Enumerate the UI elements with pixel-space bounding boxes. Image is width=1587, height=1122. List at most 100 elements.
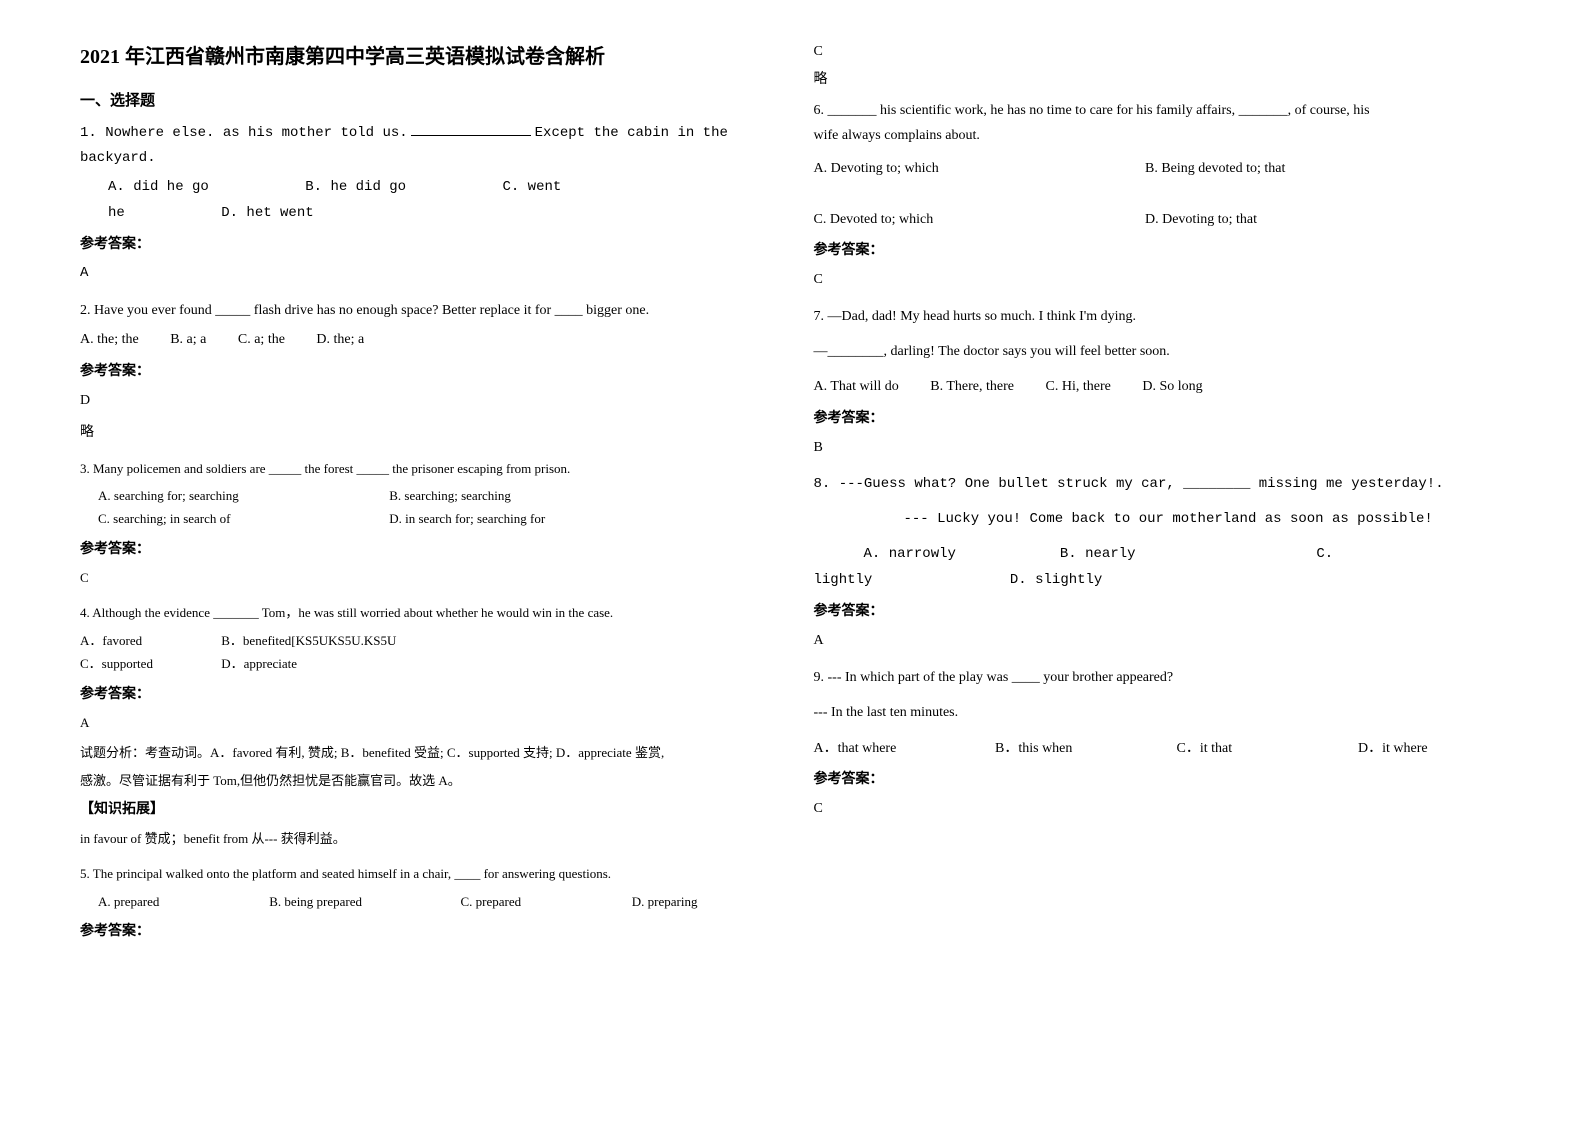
q4-analysis-1: 试题分析：考查动词。A．favored 有利, 赞成; B．benefited …: [80, 742, 774, 764]
q9-text-b: --- In the last ten minutes.: [814, 700, 1508, 725]
q7-answer: B: [814, 435, 1508, 460]
q3-opt-d: D. in search for; searching for: [389, 507, 545, 530]
q8-opt-d: D. slightly: [1010, 568, 1102, 593]
q9-opt-c: C．it that: [1177, 736, 1327, 761]
question-6: 6. _______ his scientific work, he has n…: [814, 98, 1508, 292]
q3-options: A. searching for; searching B. searching…: [98, 484, 774, 531]
q1-text-c: backyard.: [80, 146, 774, 171]
q8-text-a: 8. ---Guess what? One bullet struck my c…: [814, 472, 1508, 497]
q7-opt-c: C. Hi, there: [1046, 374, 1111, 399]
question-8: 8. ---Guess what? One bullet struck my c…: [814, 472, 1508, 653]
q5-answer-label: 参考答案：: [80, 919, 774, 944]
q5-opt-b: B. being prepared: [269, 890, 429, 913]
q6-answer-label: 参考答案：: [814, 238, 1508, 263]
q2-answer: D: [80, 388, 774, 413]
q7-text-b: —________, darling! The doctor says you …: [814, 339, 1508, 364]
question-9: 9. --- In which part of the play was ___…: [814, 665, 1508, 821]
question-4: 4. Although the evidence _______ Tom，he …: [80, 601, 774, 850]
q7-opt-d: D. So long: [1142, 374, 1202, 399]
q8-opt-c: C.: [1316, 542, 1333, 567]
q2-opt-b: B. a; a: [170, 327, 206, 352]
q2-opt-c: C. a; the: [238, 327, 285, 352]
q8-opt-b: B. nearly: [1060, 542, 1280, 567]
q8-lightly: lightly: [814, 568, 974, 593]
q2-options: A. the; the B. a; a C. a; the D. the; a: [80, 327, 774, 352]
q1-answer-label: 参考答案：: [80, 232, 774, 257]
question-1: 1. Nowhere else. as his mother told us. …: [80, 120, 774, 286]
q2-text: 2. Have you ever found _____ flash drive…: [80, 298, 774, 323]
q9-opt-d: D．it where: [1358, 736, 1428, 761]
q3-opt-b: B. searching; searching: [389, 484, 511, 507]
q9-answer-label: 参考答案：: [814, 767, 1508, 792]
q2-answer-label: 参考答案：: [80, 359, 774, 384]
page-title: 2021 年江西省赣州市南康第四中学高三英语模拟试卷含解析: [80, 40, 774, 69]
question-7: 7. —Dad, dad! My head hurts so much. I t…: [814, 304, 1508, 460]
q3-answer: C: [80, 566, 774, 589]
question-2: 2. Have you ever found _____ flash drive…: [80, 298, 774, 445]
q5-text: 5. The principal walked onto the platfor…: [80, 862, 774, 885]
q4-opt-b: B．benefited[KS5UKS5U.KS5U: [221, 629, 396, 652]
q5-opt-c: C. prepared: [461, 890, 601, 913]
q7-answer-label: 参考答案：: [814, 406, 1508, 431]
q3-answer-label: 参考答案：: [80, 537, 774, 562]
q8-options: A. narrowly B. nearly C. lightly D. slig…: [814, 542, 1508, 592]
q1-blank: [411, 122, 531, 136]
q4-analysis-2: 感激。尽管证据有利于 Tom,但他仍然担忧是否能赢官司。故选 A。: [80, 770, 774, 792]
q4-opt-c: C．supported: [80, 652, 190, 675]
q1-he: he: [108, 201, 125, 226]
q6-answer: C: [814, 267, 1508, 292]
q5-extra: 略: [814, 68, 1508, 92]
q2-opt-d: D. the; a: [316, 327, 364, 352]
q8-text-b: --- Lucky you! Come back to our motherla…: [814, 507, 1508, 532]
q8-answer: A: [814, 628, 1508, 653]
section-heading: 一、选择题: [80, 89, 774, 110]
q9-options: A．that where B．this when C．it that D．it …: [814, 736, 1508, 761]
left-column: 2021 年江西省赣州市南康第四中学高三英语模拟试卷含解析 一、选择题 1. N…: [60, 40, 794, 1082]
q3-opt-c: C. searching; in search of: [98, 507, 358, 530]
q1-opt-b: B. he did go: [305, 175, 406, 200]
q9-answer: C: [814, 796, 1508, 821]
q7-options: A. That will do B. There, there C. Hi, t…: [814, 374, 1508, 399]
q6-text-b: wife always complains about.: [814, 123, 1508, 148]
q1-text-a: 1. Nowhere else. as his mother told us.: [80, 125, 408, 141]
q3-opt-a: A. searching for; searching: [98, 484, 358, 507]
q4-opt-d: D．appreciate: [221, 652, 297, 675]
q8-opt-a: A. narrowly: [864, 542, 1024, 567]
q8-answer-label: 参考答案：: [814, 599, 1508, 624]
q6-opt-a: A. Devoting to; which: [814, 156, 1114, 181]
q4-ext-label: 【知识拓展】: [80, 798, 774, 822]
q6-opt-b: B. Being devoted to; that: [1145, 156, 1285, 181]
q1-opt-c: C. went: [502, 175, 561, 200]
q2-extra: 略: [80, 421, 774, 445]
q1-opt-a: A. did he go: [108, 175, 209, 200]
q5-opt-a: A. prepared: [98, 890, 238, 913]
q4-answer: A: [80, 711, 774, 734]
q2-opt-a: A. the; the: [80, 327, 139, 352]
question-5: 5. The principal walked onto the platfor…: [80, 862, 774, 944]
q5-opt-d: D. preparing: [632, 890, 698, 913]
q4-answer-label: 参考答案：: [80, 682, 774, 707]
q4-text: 4. Although the evidence _______ Tom，he …: [80, 601, 774, 624]
q5-options: A. prepared B. being prepared C. prepare…: [98, 890, 774, 913]
q5-answer: C: [814, 44, 1508, 60]
q1-options: A. did he go B. he did go C. went he D. …: [80, 175, 774, 225]
q1-answer: A: [80, 261, 774, 286]
q1-opt-d: D. het went: [221, 201, 313, 226]
q7-opt-b: B. There, there: [930, 374, 1014, 399]
q4-opt-a: A．favored: [80, 629, 190, 652]
question-3: 3. Many policemen and soldiers are _____…: [80, 457, 774, 590]
q9-text-a: 9. --- In which part of the play was ___…: [814, 665, 1508, 690]
q6-options: A. Devoting to; which B. Being devoted t…: [814, 156, 1508, 232]
q7-text-a: 7. —Dad, dad! My head hurts so much. I t…: [814, 304, 1508, 329]
q9-opt-b: B．this when: [995, 736, 1145, 761]
q6-text-a: 6. _______ his scientific work, he has n…: [814, 98, 1508, 123]
q4-options: A．favored B．benefited[KS5UKS5U.KS5U C．su…: [80, 629, 774, 676]
q9-opt-a: A．that where: [814, 736, 964, 761]
q6-opt-c: C. Devoted to; which: [814, 207, 1114, 232]
q1-text-b: Except the cabin in the: [535, 125, 728, 141]
q4-ext-text: in favour of 赞成；benefit from 从--- 获得利益。: [80, 828, 774, 850]
q7-opt-a: A. That will do: [814, 374, 899, 399]
q6-opt-d: D. Devoting to; that: [1145, 207, 1257, 232]
q3-text: 3. Many policemen and soldiers are _____…: [80, 457, 774, 480]
right-column: C 略 6. _______ his scientific work, he h…: [794, 40, 1528, 1082]
